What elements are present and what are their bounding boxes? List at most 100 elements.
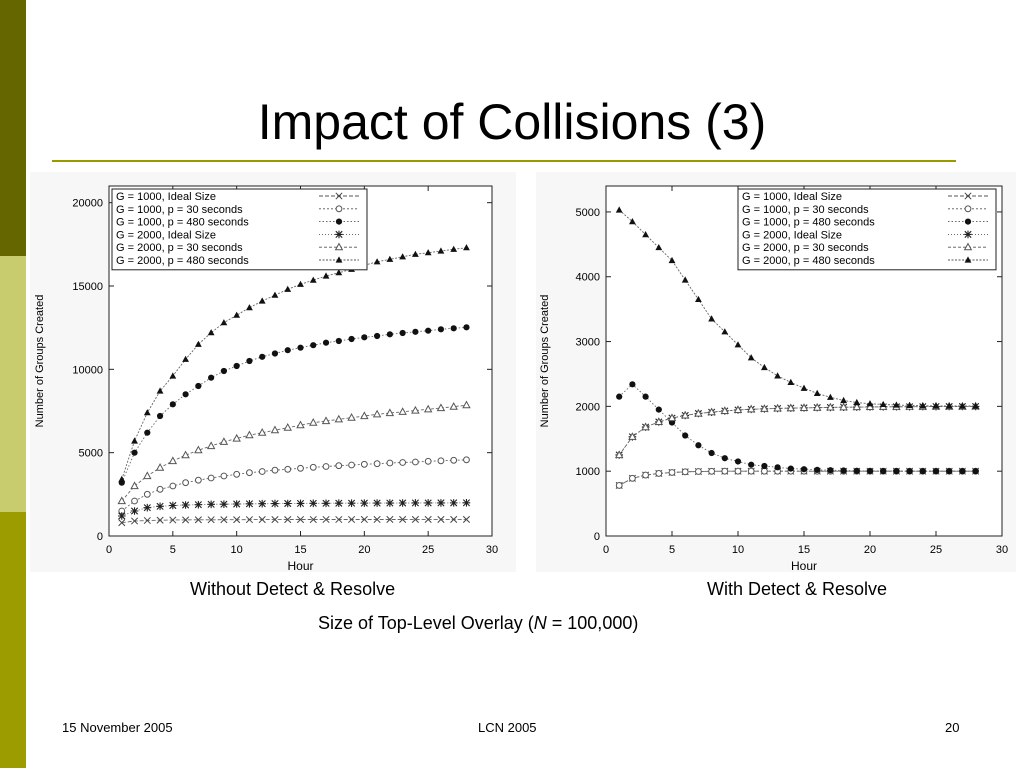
data-point <box>232 500 241 508</box>
data-point <box>246 469 253 477</box>
data-point <box>233 362 240 370</box>
data-point <box>297 280 304 287</box>
legend-label: G = 2000, p = 480 seconds <box>742 255 875 267</box>
x-tick-label: 15 <box>798 544 810 556</box>
x-tick-label: 15 <box>294 544 306 556</box>
data-point <box>747 467 755 475</box>
data-point <box>321 416 331 425</box>
caption-left: Without Detect & Resolve <box>190 579 396 599</box>
x-tick-label: 20 <box>864 544 876 556</box>
data-point <box>156 387 164 394</box>
data-point <box>283 423 292 431</box>
data-point <box>207 329 215 336</box>
data-point <box>181 501 190 509</box>
data-point <box>118 475 126 482</box>
data-point <box>423 404 433 413</box>
series-line <box>121 247 467 480</box>
y-tick-label: 4000 <box>576 272 600 284</box>
data-point <box>615 482 623 489</box>
legend-label: G = 2000, Ideal Size <box>742 229 842 241</box>
data-point <box>946 468 953 475</box>
data-point <box>667 413 677 422</box>
y-tick-label: 0 <box>594 531 600 543</box>
data-point <box>695 295 702 303</box>
data-point <box>182 516 190 524</box>
data-point <box>386 459 394 467</box>
data-point <box>399 253 407 260</box>
legend-label: G = 2000, p = 30 seconds <box>116 242 243 254</box>
x-tick-label: 0 <box>106 544 112 556</box>
data-point <box>866 467 874 475</box>
legend-label: G = 1000, p = 30 seconds <box>116 204 243 216</box>
x-tick-label: 25 <box>930 544 942 556</box>
data-point <box>360 515 368 524</box>
data-point <box>800 384 808 391</box>
data-point <box>827 467 834 474</box>
data-point <box>425 327 432 334</box>
data-point <box>130 517 139 525</box>
data-point <box>614 450 624 459</box>
data-point <box>284 285 292 292</box>
data-point <box>233 470 241 478</box>
series-line <box>121 404 467 502</box>
caption-main-pre: Size of Top-Level Overlay ( <box>318 613 534 633</box>
data-point <box>130 507 139 515</box>
footer-page-number: 20 <box>945 720 960 735</box>
data-point <box>220 319 228 326</box>
data-point <box>373 515 381 524</box>
data-point <box>840 467 847 474</box>
data-point <box>412 328 419 335</box>
data-point <box>463 324 470 331</box>
x-tick-label: 25 <box>422 544 434 556</box>
series-line <box>618 209 976 407</box>
data-point <box>206 441 216 450</box>
data-point <box>258 499 266 508</box>
data-point <box>424 515 432 523</box>
data-point <box>615 206 623 213</box>
data-point <box>437 247 445 254</box>
data-point <box>207 474 215 482</box>
data-point <box>246 304 253 311</box>
data-point <box>945 402 953 409</box>
data-point <box>919 402 927 409</box>
legend-label: G = 1000, p = 480 seconds <box>116 217 249 229</box>
data-point <box>219 437 229 445</box>
data-point <box>616 393 623 400</box>
data-point <box>156 485 164 493</box>
data-point <box>220 500 228 508</box>
data-point <box>143 471 152 480</box>
data-point <box>194 445 203 454</box>
data-point <box>827 393 834 400</box>
data-point <box>906 401 913 408</box>
data-point <box>746 404 756 413</box>
data-point <box>347 413 356 421</box>
data-point <box>972 402 979 409</box>
legend-marker <box>334 242 344 251</box>
data-point <box>787 378 795 385</box>
data-point <box>748 461 755 468</box>
data-point <box>462 515 471 523</box>
data-point <box>348 461 355 469</box>
data-point <box>169 516 177 524</box>
data-point <box>309 418 318 426</box>
data-point <box>169 401 176 408</box>
data-point <box>245 500 254 508</box>
data-point <box>628 432 637 440</box>
chart-with-detect-resolve: 0 5 10 15 20 25 30 0 1000 2000 3000 4000 5000 Hour Num… <box>539 185 1009 573</box>
data-point <box>361 334 368 341</box>
x-tick-label: 10 <box>732 544 744 556</box>
data-point <box>449 499 458 507</box>
data-point <box>194 340 202 347</box>
y-axis-label: Number of Groups Created <box>539 295 551 428</box>
data-point <box>168 456 178 465</box>
accent-bar-middle <box>0 256 26 512</box>
legend-marker <box>335 218 343 225</box>
legend-marker <box>335 256 343 263</box>
data-point <box>283 499 292 508</box>
data-point <box>814 466 821 473</box>
data-point <box>194 500 203 509</box>
x-axis-label: Hour <box>287 559 313 573</box>
slide-title: Impact of Collisions (3) <box>257 94 767 150</box>
legend-label: G = 2000, Ideal Size <box>116 229 216 241</box>
data-point <box>169 501 177 510</box>
